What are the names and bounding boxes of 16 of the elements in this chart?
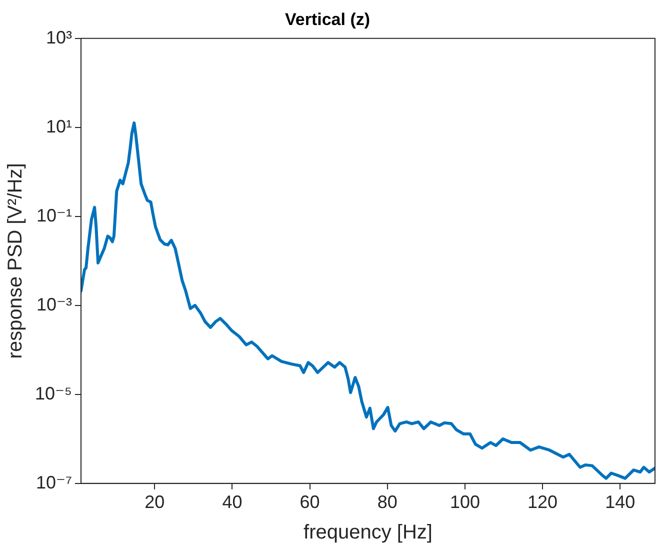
x-tick-label: 40	[222, 492, 242, 512]
x-axis-title: frequency [Hz]	[304, 522, 432, 544]
chart-title: Vertical (z)	[284, 10, 370, 29]
y-tick-label: 10⁻¹	[36, 205, 72, 226]
x-tick-label: 80	[377, 492, 398, 512]
x-tick-label: 120	[528, 492, 558, 512]
y-tick-label: 10⁻⁵	[35, 383, 72, 404]
y-tick-label: 10⁻⁷	[36, 472, 72, 492]
y-tick-label: 10⁻³	[36, 294, 72, 314]
x-tick-label: 20	[144, 492, 165, 512]
y-tick-label: 10³	[46, 27, 72, 48]
x-tick-label: 140	[605, 492, 636, 512]
x-tick-label: 60	[300, 492, 320, 512]
y-tick-label: 10¹	[46, 116, 72, 136]
x-tick-label: 100	[450, 492, 480, 512]
y-axis-title: response PSD [V²/Hz]	[4, 163, 27, 359]
